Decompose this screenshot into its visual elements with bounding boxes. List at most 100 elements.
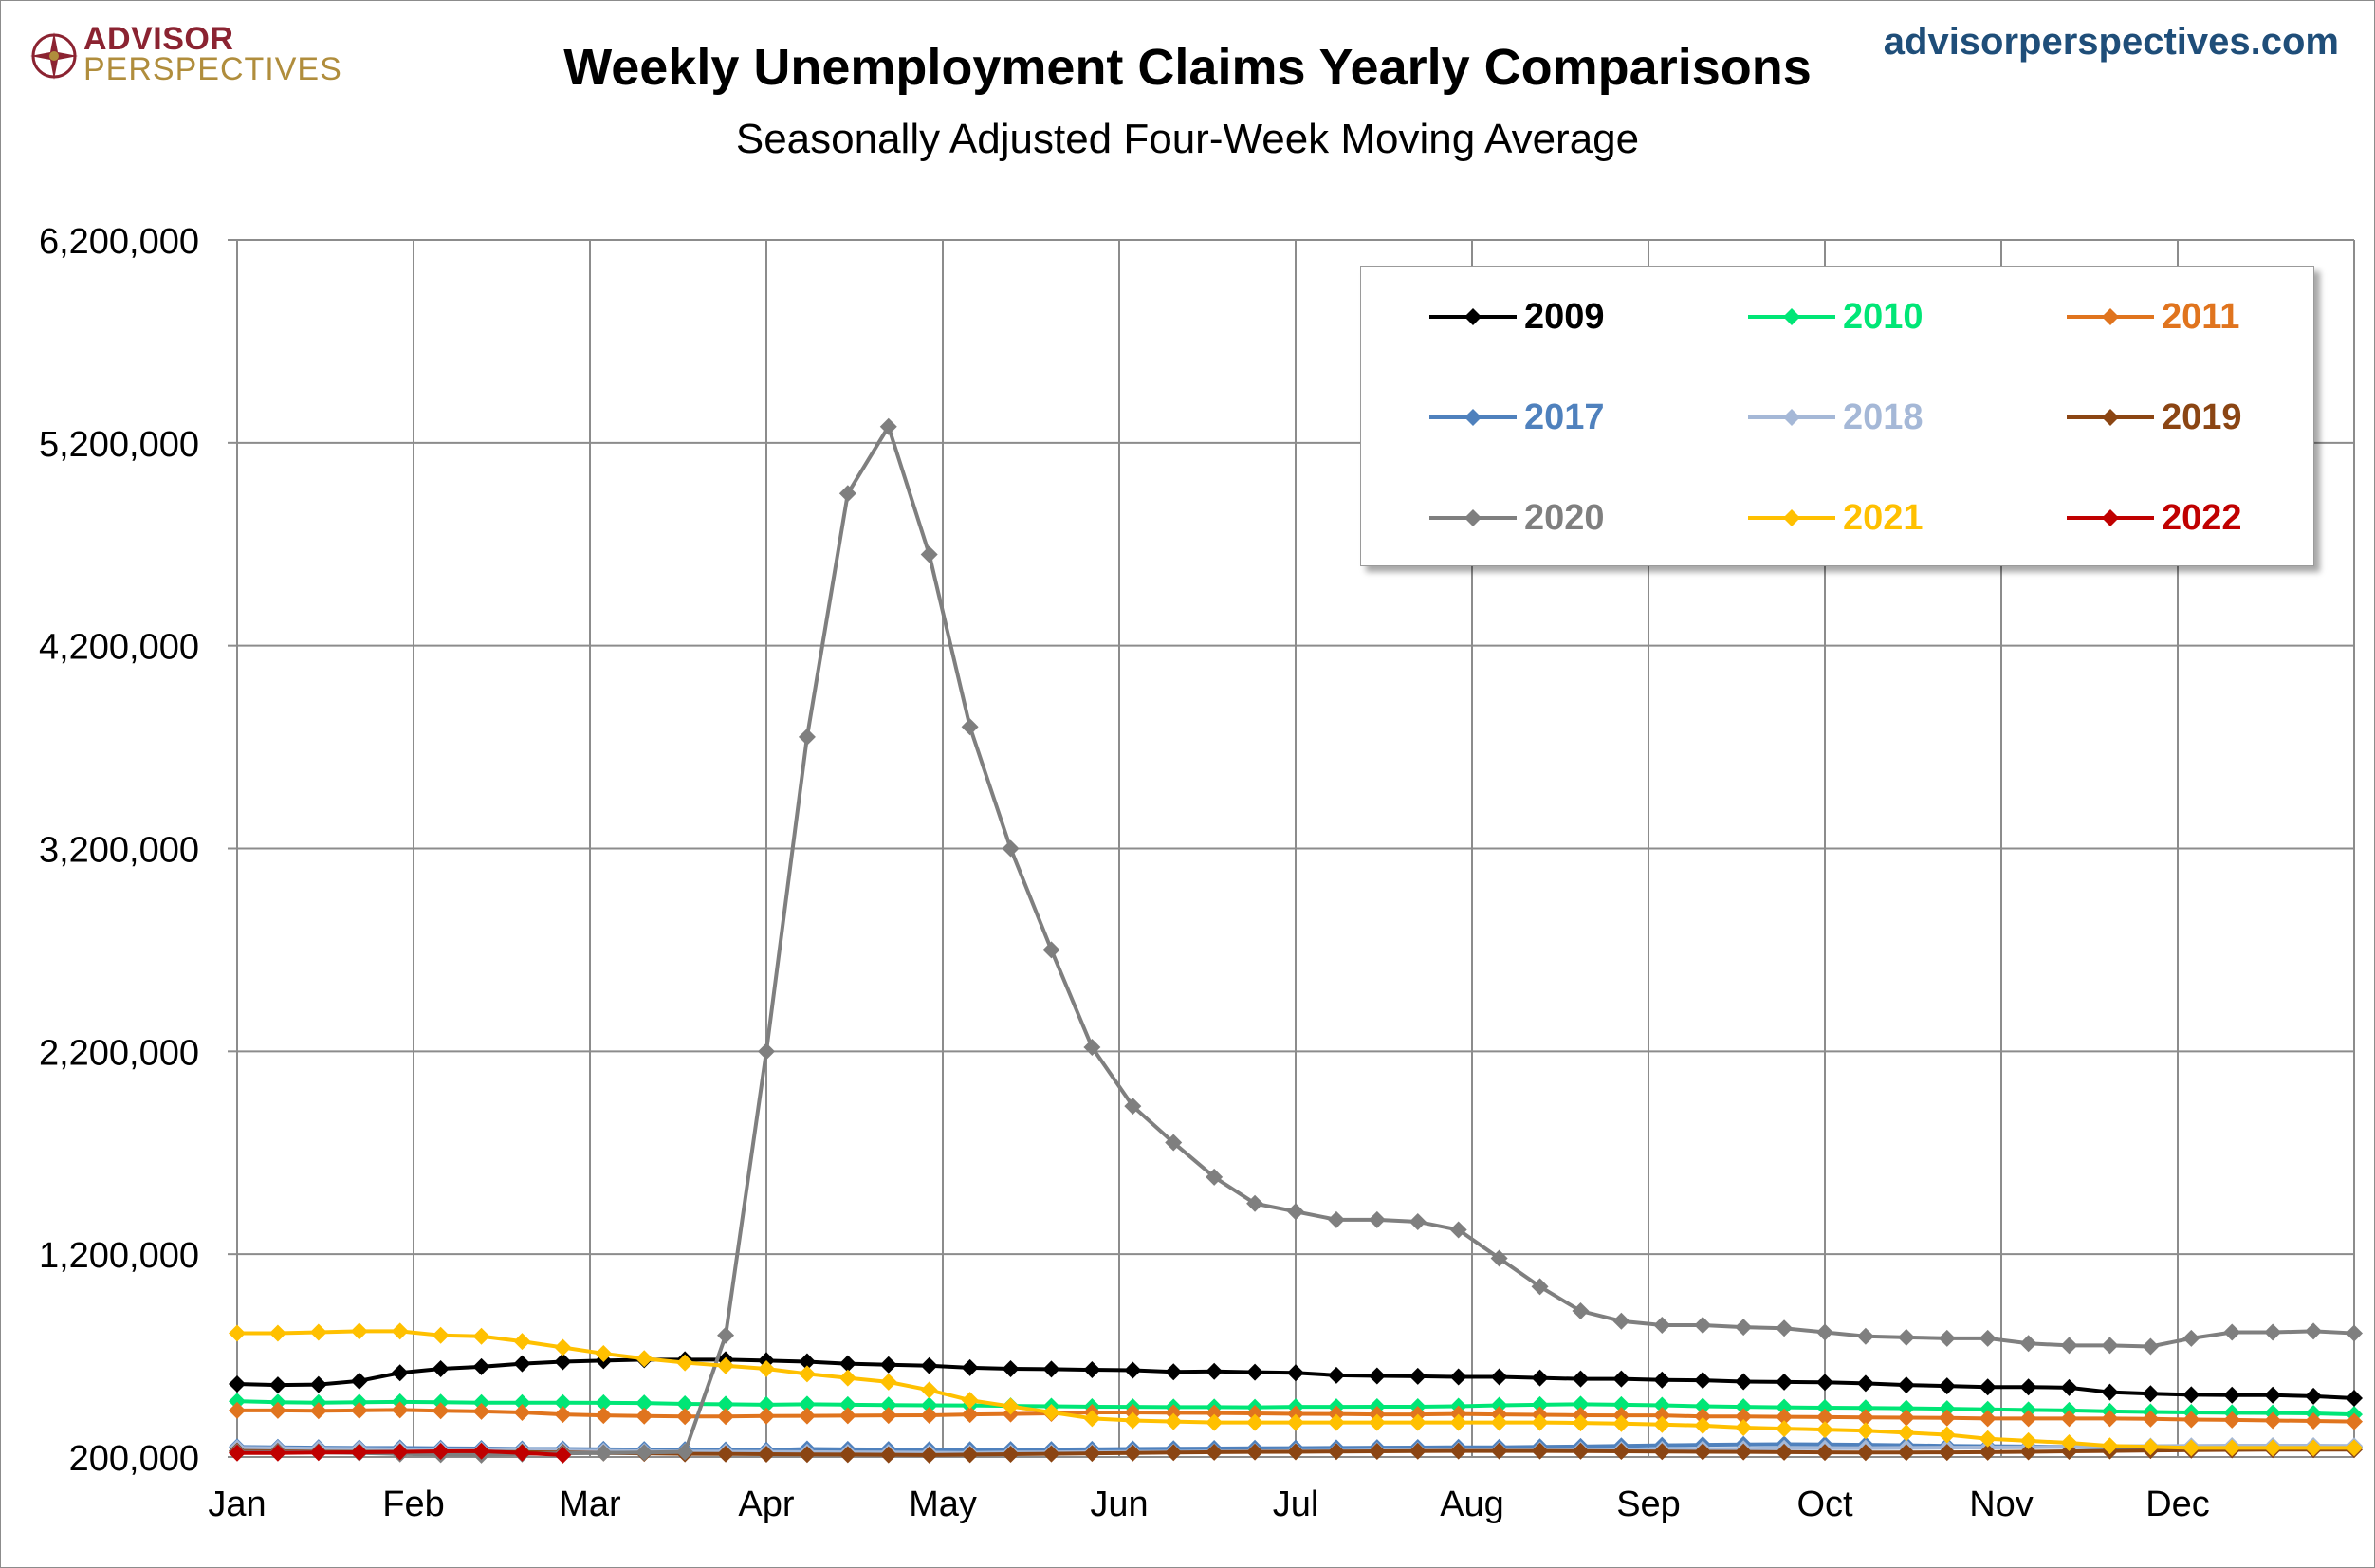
data-point [1979, 1410, 1997, 1428]
legend-item-2009: 2009 [1427, 288, 1605, 345]
data-point [1531, 1413, 1549, 1431]
y-axis-ticks: 200,000 1,200,000 2,200,000 3,200,000 4,200,… [39, 222, 237, 1479]
x-axis-ticks: Jan Feb Mar Apr May Jun Jul Aug Sep Oct Nov Dec [208, 1485, 2209, 1524]
data-point [879, 417, 897, 435]
legend-swatch [1748, 409, 1835, 426]
data-point [1002, 1446, 1020, 1464]
data-point [717, 1326, 735, 1344]
data-point [1490, 1413, 1508, 1431]
data-point [1816, 1323, 1833, 1341]
data-point [472, 1442, 490, 1460]
x-tick-label: Jan [208, 1485, 266, 1524]
legend-item-2020: 2020 [1427, 489, 1605, 546]
logo-line-2: PERSPECTIVES [83, 51, 342, 87]
data-point [2019, 1335, 2037, 1353]
data-point [920, 1396, 938, 1414]
data-point [1694, 1397, 1712, 1415]
legend-label: 2009 [1524, 296, 1605, 337]
data-point [1042, 941, 1060, 959]
data-point [2264, 1323, 2282, 1341]
data-point [1287, 1203, 1304, 1221]
site-url[interactable]: advisorperspectives.com [1883, 21, 2339, 63]
data-point [1531, 1278, 1549, 1296]
legend-swatch [2067, 308, 2154, 325]
data-point [879, 1446, 897, 1464]
data-point [1938, 1444, 1956, 1462]
data-point [961, 1358, 979, 1376]
data-point [1938, 1426, 1956, 1444]
data-point [635, 1444, 654, 1462]
data-point [1612, 1395, 1630, 1413]
data-point [717, 1445, 735, 1463]
data-point [1979, 1378, 1997, 1396]
data-point [1531, 1369, 1549, 1387]
data-point [676, 1408, 694, 1426]
data-point [1206, 1404, 1224, 1422]
data-point [1206, 1362, 1224, 1380]
data-point [676, 1354, 694, 1372]
data-point [1694, 1408, 1712, 1426]
data-point [961, 1446, 979, 1464]
data-point [1979, 1329, 1997, 1347]
chart-legend: 2009 2010 2011 2017 2018 2019 2020 2021 2022 [1360, 266, 2314, 566]
chart-subtitle: Seasonally Adjusted Four-Week Moving Ave… [735, 116, 1640, 162]
data-point [1653, 1317, 1671, 1335]
legend-label: 2010 [1843, 296, 1924, 337]
data-point [1735, 1443, 1753, 1461]
data-point [1856, 1327, 1874, 1345]
data-point [1938, 1329, 1956, 1347]
data-point [838, 1407, 856, 1425]
data-point [2060, 1410, 2078, 1428]
y-tick-label: 3,200,000 [39, 831, 199, 871]
data-point [2019, 1378, 2037, 1396]
data-point [1490, 1442, 1508, 1460]
data-point [1897, 1444, 1915, 1462]
data-point [920, 1406, 938, 1424]
x-tick-label: Mar [559, 1485, 621, 1524]
data-point [798, 1365, 816, 1383]
data-point [758, 1395, 775, 1413]
data-point [1531, 1395, 1549, 1413]
legend-label: 2019 [2162, 397, 2242, 437]
data-point [1002, 1397, 1020, 1415]
data-point [1002, 1359, 1020, 1377]
data-point [1327, 1443, 1345, 1461]
data-point [1897, 1399, 1915, 1417]
data-point [2346, 1389, 2363, 1407]
data-point [1083, 1039, 1101, 1057]
data-point [1490, 1249, 1508, 1267]
data-point [229, 1324, 246, 1342]
data-point [1612, 1443, 1630, 1461]
data-point [758, 1359, 775, 1377]
series-2021 [229, 1322, 2363, 1457]
x-tick-label: May [909, 1485, 977, 1524]
data-point [268, 1444, 286, 1462]
data-point [1776, 1319, 1794, 1337]
data-point [1368, 1367, 1386, 1385]
legend-item-2021: 2021 [1746, 489, 1924, 546]
data-point [2060, 1434, 2078, 1452]
data-point [1735, 1373, 1753, 1391]
data-point [1572, 1414, 1590, 1432]
data-point [1246, 1405, 1264, 1423]
data-point [1165, 1412, 1183, 1430]
series-2022 [229, 1442, 572, 1464]
data-point [1694, 1317, 1712, 1335]
data-point [2223, 1386, 2241, 1404]
data-point [1287, 1413, 1304, 1431]
data-point [1735, 1398, 1753, 1416]
x-tick-label: Dec [2145, 1485, 2210, 1524]
data-point [1246, 1413, 1264, 1431]
data-point [350, 1401, 368, 1419]
data-point [1938, 1400, 1956, 1418]
data-point [2019, 1431, 2037, 1449]
data-point [838, 1446, 856, 1464]
data-point [879, 1356, 897, 1374]
x-tick-label: Jul [1273, 1485, 1319, 1524]
data-point [1776, 1398, 1794, 1416]
legend-item-2017: 2017 [1427, 389, 1605, 446]
data-point [1490, 1368, 1508, 1386]
data-point [1083, 1410, 1101, 1428]
data-point [1653, 1396, 1671, 1414]
